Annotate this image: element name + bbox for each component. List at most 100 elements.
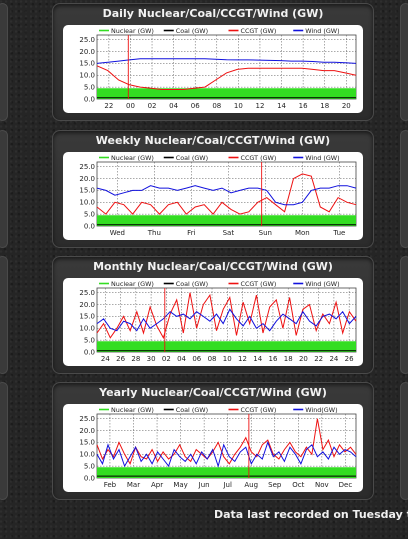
x-tick-label: 18 xyxy=(284,355,293,363)
x-tick-label: 22 xyxy=(314,355,323,363)
chart-panel: Daily Nuclear/Coal/CCGT/Wind (GW) Nuclear… xyxy=(52,3,374,121)
x-tick-label: 30 xyxy=(147,355,156,363)
x-tick-label: 04 xyxy=(169,102,178,110)
y-tick-label: 0.0 xyxy=(84,348,95,356)
y-tick-label: 5.0 xyxy=(84,83,95,91)
y-tick-label: 20.0 xyxy=(79,301,95,309)
y-tick-label: 20.0 xyxy=(79,48,95,56)
series-nuclear-area xyxy=(97,88,356,99)
legend-label: Coal (GW) xyxy=(176,280,208,288)
y-tick-label: 0.0 xyxy=(84,95,95,103)
x-tick-label: 10 xyxy=(223,355,232,363)
side-panel-right xyxy=(400,382,408,500)
y-tick-label: 15.0 xyxy=(79,187,95,195)
x-tick-label: Apr xyxy=(151,481,163,489)
y-tick-label: 10.0 xyxy=(79,199,95,207)
x-tick-label: Dec xyxy=(339,481,353,489)
side-panel-right xyxy=(400,130,408,248)
x-tick-label: 12 xyxy=(255,102,264,110)
x-tick-label: Mon xyxy=(295,229,310,237)
x-tick-label: Feb xyxy=(104,481,117,489)
x-tick-label: 02 xyxy=(148,102,157,110)
x-tick-label: Sun xyxy=(259,229,272,237)
y-tick-label: 0.0 xyxy=(84,474,95,482)
x-tick-label: 16 xyxy=(269,355,278,363)
x-tick-label: Jun xyxy=(198,481,210,489)
x-tick-label: 24 xyxy=(329,355,338,363)
legend-label: Coal (GW) xyxy=(176,27,208,35)
x-tick-label: 04 xyxy=(177,355,186,363)
series-wind-line xyxy=(96,185,357,206)
x-tick-label: Sep xyxy=(268,481,282,489)
legend-label: Wind (GW) xyxy=(305,280,339,288)
x-tick-label: Thu xyxy=(147,229,161,237)
chart-area: Nuclear (GW) Coal (GW) CCGT (GW) Wind (GW) 2… xyxy=(63,152,363,240)
data-last-recorded-text: Data last recorded on Tuesday th xyxy=(214,508,408,521)
legend-label: Coal (GW) xyxy=(176,406,208,414)
x-tick-label: Aug xyxy=(244,481,258,489)
y-tick-label: 25.0 xyxy=(79,163,95,171)
series-nuclear-area xyxy=(97,341,356,352)
x-tick-label: 18 xyxy=(320,102,329,110)
y-tick-label: 15.0 xyxy=(79,60,95,68)
chart-title: Yearly Nuclear/Coal/CCGT/Wind (GW) xyxy=(99,386,327,399)
chart-title: Weekly Nuclear/Coal/CCGT/Wind (GW) xyxy=(95,134,331,147)
chart-panel: Monthly Nuclear/Coal/CCGT/Wind (GW) Nucle… xyxy=(52,256,374,374)
series-ccgt-line xyxy=(96,292,357,340)
y-tick-label: 25.0 xyxy=(79,415,95,423)
series-wind-line xyxy=(96,308,357,332)
x-tick-label: May xyxy=(173,481,187,489)
y-tick-label: 0.0 xyxy=(84,222,95,230)
y-tick-label: 25.0 xyxy=(79,36,95,44)
x-tick-label: Tue xyxy=(332,229,345,237)
x-tick-label: 14 xyxy=(253,355,262,363)
line-chart: Nuclear (GW) Coal (GW) CCGT (GW) Wind (GW) 2… xyxy=(79,280,357,363)
series-nuclear-area xyxy=(97,467,356,478)
x-tick-label: 12 xyxy=(238,355,247,363)
series-nuclear-area xyxy=(97,215,356,226)
x-tick-label: 02 xyxy=(162,355,171,363)
legend-label: Wind(GW) xyxy=(305,406,337,414)
y-tick-label: 15.0 xyxy=(79,313,95,321)
side-panel-left xyxy=(0,256,8,374)
x-tick-label: 08 xyxy=(208,355,217,363)
legend xyxy=(97,154,356,161)
legend-label: Nuclear (GW) xyxy=(111,406,154,414)
side-panel-left xyxy=(0,3,8,121)
line-chart: Nuclear (GW) Coal (GW) CCGT (GW) Wind (GW) 2… xyxy=(79,154,357,237)
x-tick-label: Fri xyxy=(187,229,195,237)
legend-label: Nuclear (GW) xyxy=(111,280,154,288)
x-tick-label: Mar xyxy=(127,481,140,489)
x-tick-label: 16 xyxy=(299,102,308,110)
x-tick-label: 06 xyxy=(192,355,201,363)
x-tick-label: 26 xyxy=(345,355,354,363)
y-tick-label: 25.0 xyxy=(79,289,95,297)
y-tick-label: 10.0 xyxy=(79,325,95,333)
series-ccgt-line xyxy=(96,173,357,215)
y-tick-label: 10.0 xyxy=(79,72,95,80)
chart-title: Monthly Nuclear/Coal/CCGT/Wind (GW) xyxy=(93,260,333,273)
y-tick-label: 10.0 xyxy=(79,451,95,459)
y-tick-label: 20.0 xyxy=(79,175,95,183)
legend-label: CCGT (GW) xyxy=(241,154,277,162)
side-panel-right xyxy=(400,256,408,374)
x-tick-label: 20 xyxy=(342,102,351,110)
x-tick-label: Nov xyxy=(315,481,329,489)
legend-label: CCGT (GW) xyxy=(241,27,277,35)
series-wind-line xyxy=(96,58,357,64)
chart-area: Nuclear (GW) Coal (GW) CCGT (GW) Wind(GW) 25… xyxy=(63,404,363,492)
legend-label: Wind (GW) xyxy=(305,154,339,162)
legend xyxy=(97,406,356,413)
legend-label: Wind (GW) xyxy=(305,27,339,35)
legend-label: Nuclear (GW) xyxy=(111,27,154,35)
side-panel-left xyxy=(0,382,8,500)
y-tick-label: 5.0 xyxy=(84,336,95,344)
y-tick-label: 5.0 xyxy=(84,462,95,470)
x-tick-label: 20 xyxy=(299,355,308,363)
legend-label: Coal (GW) xyxy=(176,154,208,162)
legend-label: CCGT (GW) xyxy=(241,280,277,288)
x-tick-label: 26 xyxy=(116,355,125,363)
chart-area: Nuclear (GW) Coal (GW) CCGT (GW) Wind (GW) 2… xyxy=(63,278,363,366)
x-tick-label: 06 xyxy=(191,102,200,110)
chart-title: Daily Nuclear/Coal/CCGT/Wind (GW) xyxy=(102,7,324,20)
